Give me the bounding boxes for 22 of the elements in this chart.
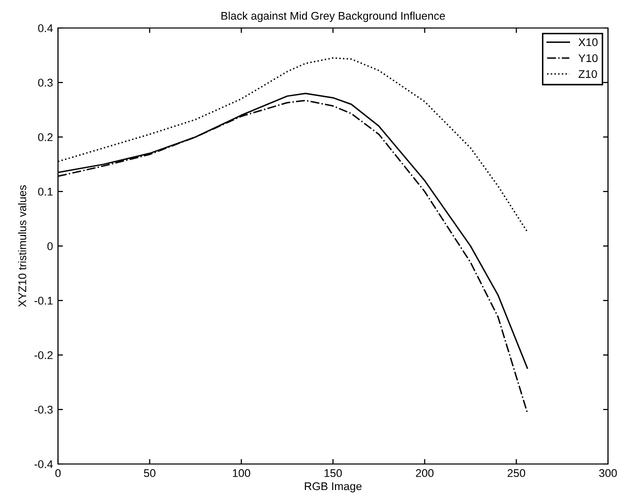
legend-label: X10 [578, 38, 598, 46]
x-axis-title: RGB Image [304, 482, 362, 492]
x-tick-label: 100 [232, 469, 250, 478]
legend-label: Z10 [578, 70, 597, 78]
x-tick-label: 200 [416, 469, 434, 478]
chart-title: Black against Mid Grey Background Influence [222, 12, 445, 22]
y-tick-label: 0.1 [38, 188, 53, 196]
x-tick-label: 300 [599, 469, 617, 478]
y-tick-label: 0.3 [38, 78, 53, 87]
y-tick-label: -0.2 [34, 351, 53, 360]
y-tick-label: 0.2 [38, 133, 53, 142]
x-tick-label: 150 [324, 469, 342, 478]
x-tick-label: 0 [55, 469, 61, 478]
y-axis-title: XYZ10 tristimulus values [18, 185, 26, 307]
y-tick-label: 0.4 [38, 24, 53, 32]
y-tick-label: -0.3 [34, 406, 53, 414]
y-tick-label: 0 [47, 242, 53, 250]
legend-label: Y10 [578, 54, 598, 62]
x-tick-label: 50 [144, 469, 156, 478]
y-tick-label: -0.1 [34, 296, 53, 305]
y-tick-label: -0.4 [34, 460, 53, 468]
x-tick-label: 250 [508, 469, 526, 478]
